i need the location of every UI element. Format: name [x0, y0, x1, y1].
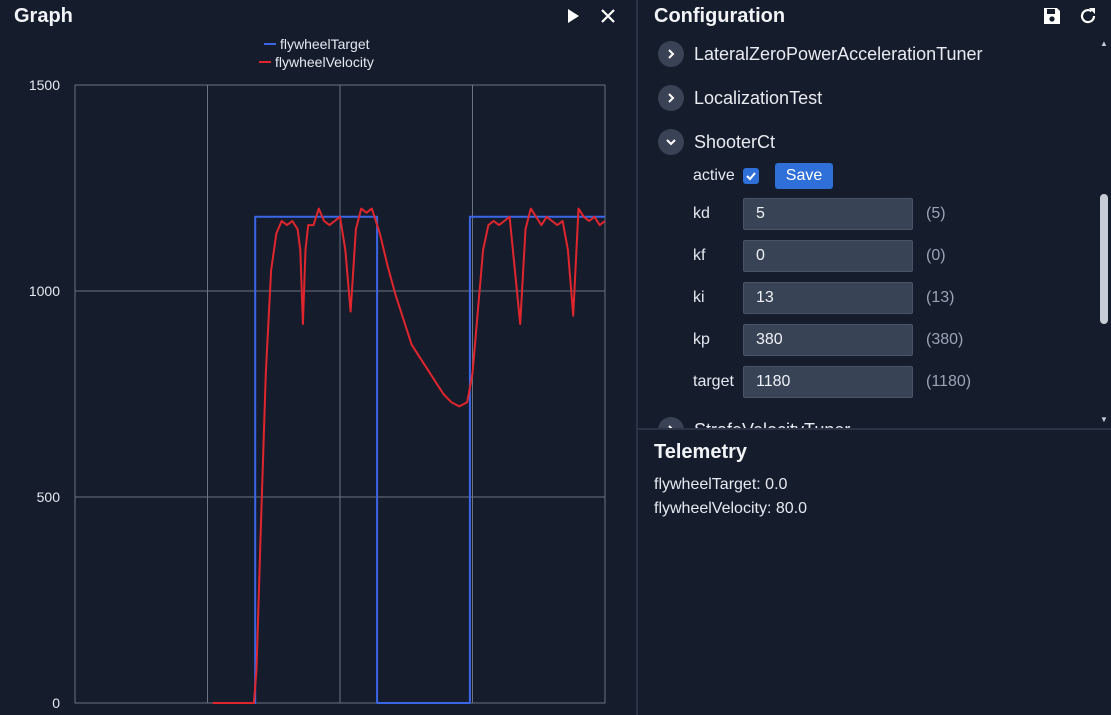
- field-current-value: (13): [926, 289, 955, 306]
- field-current-value: (0): [926, 247, 946, 264]
- series-line-flywheelTarget: [218, 215, 605, 704]
- scrollbar-thumb[interactable]: [1100, 194, 1108, 324]
- tree-item-strafe-velocity-tuner[interactable]: StrafeVelocityTuner: [658, 413, 850, 428]
- telemetry-line: flywheelTarget: 0.0: [654, 476, 788, 493]
- right-panel: Configuration LateralZeroPowerAccelerati…: [638, 0, 1111, 715]
- active-checkbox[interactable]: [742, 168, 759, 184]
- series-line-flywheelVelocity: [212, 207, 606, 704]
- scroll-down-icon[interactable]: ▼: [1100, 415, 1108, 424]
- field-label: kf: [693, 247, 706, 264]
- chevron-right-icon[interactable]: [658, 85, 684, 111]
- tree-item-shooterct[interactable]: ShooterCt: [658, 125, 775, 159]
- checkmark-icon: [746, 172, 756, 181]
- chart-grid: [74, 84, 606, 704]
- graph-title: Graph: [14, 5, 73, 27]
- field-label: ki: [693, 289, 705, 306]
- telemetry-line: flywheelVelocity: 80.0: [654, 500, 807, 517]
- tree-item-label: LateralZeroPowerAccelerationTuner: [694, 43, 983, 64]
- legend-label-flywheelVelocity: flywheelVelocity: [275, 54, 374, 70]
- telemetry-title: Telemetry: [654, 441, 748, 463]
- chart-series: [212, 207, 606, 704]
- kd-input[interactable]: [743, 198, 913, 230]
- field-current-value: (1180): [926, 373, 972, 390]
- tree-item-label: LocalizationTest: [694, 87, 823, 108]
- configuration-section: Configuration LateralZeroPowerAccelerati…: [638, 0, 1111, 428]
- field-current-value: (5): [926, 205, 946, 222]
- field-label: target: [693, 373, 734, 390]
- active-row: active Save: [693, 162, 834, 190]
- chevron-right-icon[interactable]: [658, 41, 684, 67]
- y-tick-label: 1500: [29, 77, 60, 93]
- target-input[interactable]: [743, 366, 913, 398]
- kp-input[interactable]: [743, 324, 913, 356]
- telemetry-section: Telemetry flywheelTarget: 0.0 flywheelVe…: [638, 430, 1111, 715]
- field-row-target: target (1180): [693, 365, 971, 399]
- chevron-right-icon[interactable]: [658, 417, 684, 428]
- y-tick-label: 1000: [29, 283, 60, 299]
- field-row-kp: kp (380): [693, 323, 963, 357]
- panel-divider: [636, 0, 638, 715]
- close-icon[interactable]: [596, 4, 620, 28]
- field-current-value: (380): [926, 331, 964, 348]
- configuration-title: Configuration: [654, 5, 786, 27]
- configuration-list: LateralZeroPowerAccelerationTuner Locali…: [638, 36, 1097, 428]
- kf-input[interactable]: [743, 240, 913, 272]
- y-tick-label: 500: [37, 489, 61, 505]
- field-row-ki: ki (13): [693, 281, 954, 315]
- tree-item-lateral-zero-power[interactable]: LateralZeroPowerAccelerationTuner: [658, 37, 982, 71]
- graph-panel: Graph flywheelTarget flywheelVelocity 15…: [14, 4, 620, 711]
- legend-label-flywheelTarget: flywheelTarget: [280, 36, 370, 52]
- section-divider: [638, 428, 1111, 430]
- tree-item-localization-test[interactable]: LocalizationTest: [658, 81, 822, 115]
- scroll-up-icon[interactable]: ▲: [1100, 39, 1108, 48]
- save-icon[interactable]: [1040, 4, 1064, 28]
- line-chart: flywheelTarget flywheelVelocity 1500 100…: [29, 36, 606, 711]
- y-axis-ticks: 1500 1000 500 0: [29, 77, 60, 711]
- field-row-kd: kd (5): [693, 197, 946, 231]
- tree-item-label: ShooterCt: [694, 131, 776, 152]
- ki-input[interactable]: [743, 282, 913, 314]
- play-icon[interactable]: [561, 4, 585, 28]
- tree-item-label: StrafeVelocityTuner: [694, 420, 850, 429]
- save-button[interactable]: Save: [774, 163, 834, 189]
- active-label: active: [693, 167, 735, 184]
- field-row-kf: kf (0): [693, 239, 946, 273]
- chart-legend: flywheelTarget flywheelVelocity: [259, 36, 374, 70]
- chevron-down-icon[interactable]: [658, 129, 684, 155]
- y-tick-label: 0: [52, 695, 60, 711]
- config-scrollbar[interactable]: ▲ ▼: [1097, 36, 1111, 428]
- field-label: kp: [693, 331, 710, 348]
- field-label: kd: [693, 205, 710, 222]
- refresh-icon[interactable]: [1076, 4, 1100, 28]
